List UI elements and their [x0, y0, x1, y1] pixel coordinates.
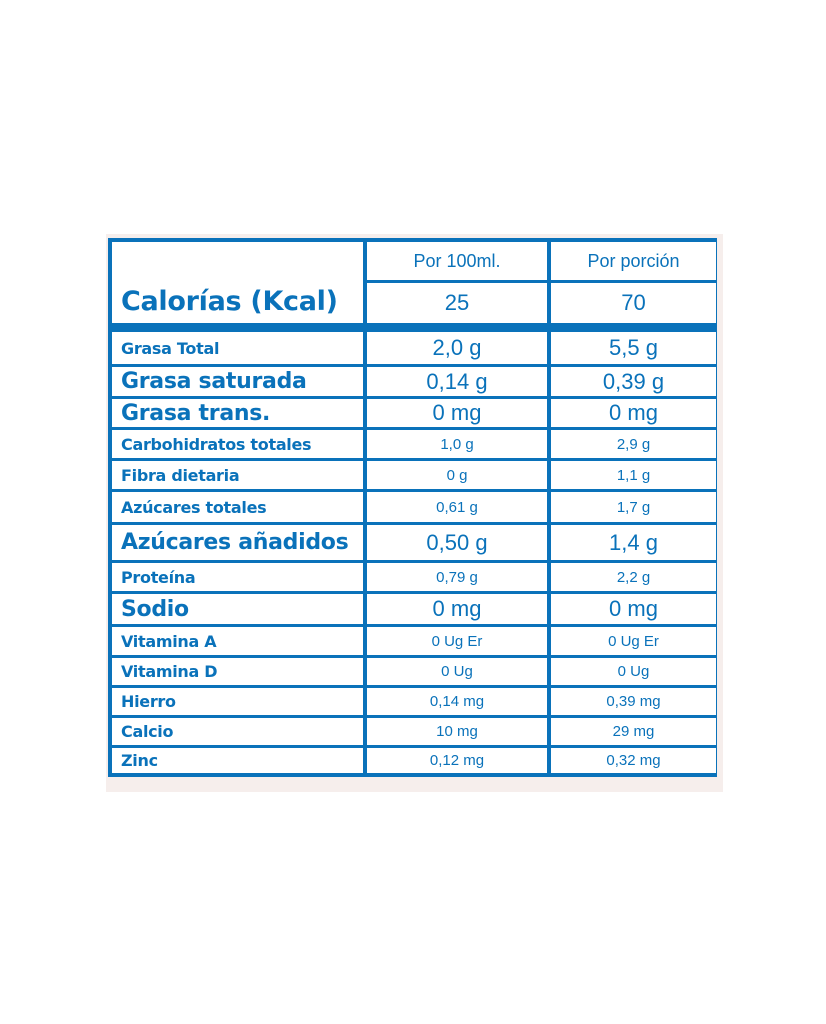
- nutrient-per-100ml: 0,50 g: [367, 525, 547, 560]
- nutrient-label: Grasa saturada: [112, 367, 363, 396]
- nutrient-label: Azúcares totales: [112, 492, 363, 522]
- header-per-100ml: Por 100ml.: [367, 242, 547, 280]
- calories-per-100ml: 25: [367, 283, 547, 323]
- nutrient-per-100ml: 0,14 g: [367, 367, 547, 396]
- nutrient-per-100ml: 0 Ug Er: [367, 627, 547, 655]
- nutrient-per-portion: 0 Ug Er: [551, 627, 716, 655]
- calories-per-portion: 70: [551, 283, 716, 323]
- nutrient-label: Carbohidratos totales: [112, 430, 363, 458]
- nutrient-per-100ml: 0 Ug: [367, 658, 547, 685]
- nutrient-per-100ml: 0,14 mg: [367, 688, 547, 715]
- nutrient-label: Vitamina A: [112, 627, 363, 655]
- nutrient-per-portion: 29 mg: [551, 718, 716, 745]
- nutrient-label: Vitamina D: [112, 658, 363, 685]
- nutrient-per-portion: 2,2 g: [551, 563, 716, 591]
- header-per-portion: Por porción: [551, 242, 716, 280]
- nutrient-per-100ml: 2,0 g: [367, 332, 547, 364]
- nutrient-per-100ml: 10 mg: [367, 718, 547, 745]
- nutrient-label: Azúcares añadidos: [112, 525, 363, 560]
- nutrient-per-portion: 0 Ug: [551, 658, 716, 685]
- nutrient-per-portion: 0 mg: [551, 594, 716, 624]
- nutrient-per-portion: 2,9 g: [551, 430, 716, 458]
- nutrient-per-100ml: 1,0 g: [367, 430, 547, 458]
- nutrient-label: Calcio: [112, 718, 363, 745]
- nutrition-table: Calorías (Kcal) Por 100ml. Por porción 2…: [108, 238, 717, 777]
- nutrient-label: Grasa Total: [112, 332, 363, 364]
- nutrient-per-100ml: 0,61 g: [367, 492, 547, 522]
- nutrient-per-100ml: 0 mg: [367, 399, 547, 427]
- nutrient-label: Grasa trans.: [112, 399, 363, 427]
- calories-label: Calorías (Kcal): [112, 242, 363, 323]
- nutrient-per-portion: 0,32 mg: [551, 748, 716, 773]
- nutrient-label: Zinc: [112, 748, 363, 773]
- nutrient-per-portion: 1,1 g: [551, 461, 716, 489]
- nutrient-label: Hierro: [112, 688, 363, 715]
- nutrient-per-portion: 1,7 g: [551, 492, 716, 522]
- nutrient-label: Sodio: [112, 594, 363, 624]
- nutrient-per-portion: 5,5 g: [551, 332, 716, 364]
- nutrient-per-100ml: 0 g: [367, 461, 547, 489]
- nutrient-per-portion: 1,4 g: [551, 525, 716, 560]
- nutrient-per-portion: 0,39 g: [551, 367, 716, 396]
- nutrient-per-100ml: 0,79 g: [367, 563, 547, 591]
- nutrient-label: Proteína: [112, 563, 363, 591]
- nutrient-label: Fibra dietaria: [112, 461, 363, 489]
- nutrient-per-portion: 0,39 mg: [551, 688, 716, 715]
- nutrient-per-100ml: 0,12 mg: [367, 748, 547, 773]
- nutrient-per-100ml: 0 mg: [367, 594, 547, 624]
- nutrient-per-portion: 0 mg: [551, 399, 716, 427]
